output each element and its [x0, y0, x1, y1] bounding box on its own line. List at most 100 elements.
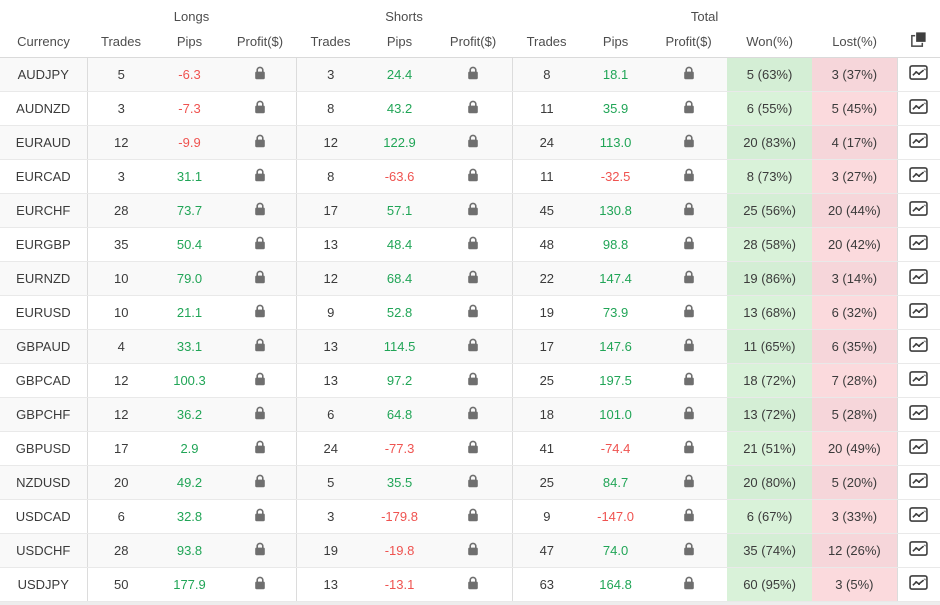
shorts-trades-cell: 24: [295, 431, 366, 466]
longs-trades-cell: 12: [86, 363, 155, 398]
column-header-total-trades: Trades: [512, 26, 582, 58]
longs-profit-cell: [224, 431, 297, 466]
chart-button[interactable]: [896, 295, 940, 330]
copy-icon[interactable]: [909, 30, 928, 49]
lock-icon: [254, 168, 266, 182]
table-row: GBPCAD 12 100.3 13 97.2 25 197.5: [0, 363, 940, 398]
chart-button[interactable]: [896, 431, 940, 466]
shorts-profit-cell: [434, 261, 513, 296]
column-header-longs-trades: Trades: [87, 26, 155, 58]
shorts-pips-cell: 48.4: [365, 227, 435, 262]
won-cell: 20 (83%): [727, 125, 813, 160]
won-cell: 35 (74%): [727, 533, 813, 568]
chart-button[interactable]: [896, 91, 940, 126]
lock-icon: [683, 236, 695, 250]
group-header-longs: Longs: [173, 9, 210, 24]
shorts-pips-cell: 43.2: [365, 91, 435, 126]
chart-button[interactable]: [896, 465, 940, 500]
currency-cell: USDJPY: [0, 567, 87, 602]
lost-cell: 3 (5%): [812, 567, 898, 602]
total-profit-cell: [650, 261, 728, 296]
chart-button[interactable]: [896, 57, 940, 92]
currency-cell: GBPUSD: [0, 431, 87, 466]
shorts-pips-cell: 114.5: [365, 329, 435, 364]
shorts-profit-cell: [434, 295, 513, 330]
total-pips-cell: 35.9: [581, 91, 651, 126]
chart-button[interactable]: [896, 227, 940, 262]
currency-cell: EURUSD: [0, 295, 87, 330]
currency-cell: USDCAD: [0, 499, 87, 534]
chart-button[interactable]: [896, 397, 940, 432]
copy-cell: [897, 26, 940, 58]
lock-icon: [254, 100, 266, 114]
lock-icon: [683, 576, 695, 590]
won-cell: 19 (86%): [727, 261, 813, 296]
table-row: GBPAUD 4 33.1 13 114.5 17 147.6: [0, 329, 940, 364]
shorts-pips-cell: 64.8: [365, 397, 435, 432]
won-cell: 25 (56%): [727, 193, 813, 228]
total-pips-cell: 74.0: [581, 533, 651, 568]
table-body: AUDJPY 5 -6.3 3 24.4 8 18.1: [0, 57, 940, 602]
table-row: USDCHF 28 93.8 19 -19.8 47 74.0: [0, 533, 940, 568]
chart-button[interactable]: [896, 125, 940, 160]
total-trades-cell: 41: [511, 431, 582, 466]
shorts-pips-cell: -13.1: [365, 567, 435, 602]
longs-profit-cell: [224, 499, 297, 534]
shorts-trades-cell: 19: [295, 533, 366, 568]
longs-trades-cell: 5: [86, 57, 155, 92]
shorts-trades-cell: 6: [295, 397, 366, 432]
longs-profit-cell: [224, 227, 297, 262]
longs-trades-cell: 4: [86, 329, 155, 364]
longs-pips-cell: 31.1: [155, 159, 224, 194]
total-trades-cell: 11: [511, 159, 582, 194]
table-row: AUDNZD 3 -7.3 8 43.2 11 35.9: [0, 91, 940, 126]
total-trades-cell: 25: [511, 363, 582, 398]
total-trades-cell: 24: [511, 125, 582, 160]
chart-icon: [909, 167, 928, 182]
shorts-profit-cell: [434, 363, 513, 398]
won-cell: 21 (51%): [727, 431, 813, 466]
group-header-total: Total: [690, 9, 719, 24]
currency-cell: EURGBP: [0, 227, 87, 262]
chart-button[interactable]: [896, 363, 940, 398]
longs-pips-cell: 79.0: [155, 261, 224, 296]
chart-icon: [909, 235, 928, 250]
chart-button[interactable]: [896, 193, 940, 228]
lost-cell: 7 (28%): [812, 363, 898, 398]
total-profit-cell: [650, 397, 728, 432]
shorts-pips-cell: 24.4: [365, 57, 435, 92]
longs-pips-cell: 177.9: [155, 567, 224, 602]
lock-icon: [683, 100, 695, 114]
total-profit-cell: [650, 227, 728, 262]
lock-icon: [683, 168, 695, 182]
shorts-profit-cell: [434, 533, 513, 568]
total-profit-cell: [650, 431, 728, 466]
longs-trades-cell: 10: [86, 261, 155, 296]
currency-cell: EURCHF: [0, 193, 87, 228]
chart-button[interactable]: [896, 159, 940, 194]
total-trades-cell: 18: [511, 397, 582, 432]
won-cell: 6 (55%): [727, 91, 813, 126]
longs-pips-cell: -9.9: [155, 125, 224, 160]
shorts-trades-cell: 3: [295, 57, 366, 92]
shorts-trades-cell: 12: [295, 261, 366, 296]
lock-icon: [467, 474, 479, 488]
total-trades-cell: 45: [511, 193, 582, 228]
total-profit-cell: [650, 91, 728, 126]
chart-button[interactable]: [896, 329, 940, 364]
lock-icon: [467, 270, 479, 284]
chart-button[interactable]: [896, 567, 940, 602]
chart-button[interactable]: [896, 499, 940, 534]
shorts-trades-cell: 8: [295, 91, 366, 126]
chart-icon: [909, 269, 928, 284]
lock-icon: [467, 542, 479, 556]
longs-trades-cell: 3: [86, 91, 155, 126]
total-pips-cell: -32.5: [581, 159, 651, 194]
lost-cell: 20 (49%): [812, 431, 898, 466]
longs-pips-cell: 49.2: [155, 465, 224, 500]
total-pips-cell: -74.4: [581, 431, 651, 466]
total-pips-cell: 147.6: [581, 329, 651, 364]
chart-button[interactable]: [896, 533, 940, 568]
chart-button[interactable]: [896, 261, 940, 296]
longs-trades-cell: 28: [86, 193, 155, 228]
